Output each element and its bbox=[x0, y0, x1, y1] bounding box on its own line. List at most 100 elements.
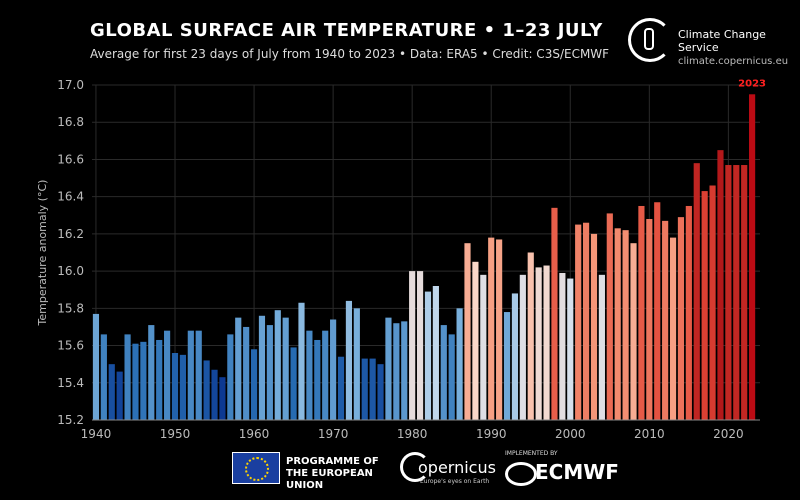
bar-1985 bbox=[448, 334, 455, 420]
brand-name: Climate Change Service bbox=[678, 28, 766, 54]
bar-1949 bbox=[164, 330, 171, 420]
bar-1988 bbox=[472, 261, 479, 420]
bar-2003 bbox=[590, 233, 598, 420]
bar-1946 bbox=[140, 341, 147, 420]
bar-1997 bbox=[543, 265, 550, 420]
bar-2005 bbox=[606, 213, 613, 420]
bar-1984 bbox=[440, 325, 447, 420]
bar-2006 bbox=[614, 228, 621, 420]
chart-subtitle: Average for first 23 days of July from 1… bbox=[90, 47, 610, 61]
bar-1973 bbox=[353, 308, 360, 420]
bar-2020 bbox=[725, 165, 732, 420]
y-tick-label: 16.4 bbox=[57, 190, 84, 204]
bar-1987 bbox=[464, 243, 471, 420]
bar-1941 bbox=[100, 334, 107, 420]
bar-1944 bbox=[124, 334, 131, 420]
implemented-by-text: IMPLEMENTED BY bbox=[505, 450, 558, 457]
copernicus-name: opernicus bbox=[418, 458, 496, 477]
y-tick-label: 16.8 bbox=[57, 115, 84, 129]
bar-1954 bbox=[203, 360, 210, 420]
bar-1942 bbox=[108, 364, 115, 420]
x-tick-label: 1970 bbox=[318, 427, 349, 440]
bar-1970 bbox=[330, 319, 337, 420]
bar-2001 bbox=[575, 224, 582, 420]
y-axis-label: Temperature anomaly (°C) bbox=[36, 180, 49, 327]
bar-2021 bbox=[733, 165, 740, 420]
x-tick-label: 2020 bbox=[713, 427, 744, 440]
y-tick-label: 15.4 bbox=[57, 376, 84, 390]
highlight-label: 2023 bbox=[738, 78, 766, 89]
brand-url: climate.copernicus.eu bbox=[678, 56, 789, 67]
bar-1943 bbox=[116, 371, 123, 420]
bar-2007 bbox=[622, 230, 629, 420]
bar-1971 bbox=[337, 356, 345, 420]
x-tick-label: 1940 bbox=[81, 427, 112, 440]
eu-programme-text: PROGRAMME OF THE EUROPEAN UNION bbox=[286, 456, 379, 491]
y-tick-label: 15.6 bbox=[57, 339, 84, 353]
bar-chart: 15.2 15.4 15.6 15.8 16.0 16.2 16.4 16.6 16.8 17.0… bbox=[36, 78, 766, 440]
logo-circle-icon bbox=[628, 18, 672, 62]
bar-2016 bbox=[693, 163, 700, 420]
bar-2011 bbox=[654, 202, 661, 420]
bar-2008 bbox=[630, 243, 637, 420]
bar-1993 bbox=[511, 293, 519, 420]
ecmwf-mark-icon bbox=[505, 462, 537, 486]
bar-2017 bbox=[701, 191, 708, 420]
bar-2018 bbox=[709, 185, 716, 420]
y-tick-label: 17.0 bbox=[57, 78, 84, 92]
bar-2012 bbox=[662, 220, 669, 420]
bar-1950 bbox=[171, 353, 179, 420]
bar-2002 bbox=[582, 222, 590, 420]
bar-1969 bbox=[322, 330, 329, 420]
bar-1962 bbox=[266, 325, 273, 420]
bar-1975 bbox=[369, 358, 376, 420]
bar-1963 bbox=[274, 310, 281, 420]
bar-1953 bbox=[195, 330, 202, 420]
y-tick-label: 15.8 bbox=[57, 301, 84, 315]
bar-2013 bbox=[669, 237, 677, 420]
thermometer-icon bbox=[644, 28, 654, 50]
bar-1972 bbox=[345, 300, 353, 420]
bar-2014 bbox=[677, 217, 685, 420]
bar-1996 bbox=[535, 267, 542, 420]
bar-1951 bbox=[179, 354, 186, 420]
bar-1989 bbox=[480, 274, 487, 420]
bar-1986 bbox=[456, 308, 463, 420]
bar-1978 bbox=[393, 323, 400, 420]
bar-1992 bbox=[503, 312, 511, 420]
bar-2004 bbox=[598, 274, 605, 420]
y-tick-label: 16.0 bbox=[57, 264, 84, 278]
bar-1961 bbox=[258, 315, 266, 420]
footer-logos: PROGRAMME OF THE EUROPEAN UNION opernicu… bbox=[0, 440, 800, 500]
bar-2010 bbox=[646, 219, 653, 420]
bar-1948 bbox=[156, 339, 163, 420]
bar-1980 bbox=[409, 271, 416, 420]
bar-1958 bbox=[235, 317, 242, 420]
y-tick-label: 15.2 bbox=[57, 413, 84, 427]
x-tick-label: 2010 bbox=[634, 427, 665, 440]
bar-1994 bbox=[519, 274, 526, 420]
bar-2022 bbox=[741, 165, 748, 420]
bar-1945 bbox=[132, 343, 139, 420]
x-tick-label: 1980 bbox=[397, 427, 428, 440]
bar-1995 bbox=[527, 252, 534, 420]
ecmwf-logo: IMPLEMENTED BY ECMWF bbox=[505, 450, 625, 486]
x-tick-label: 2000 bbox=[555, 427, 586, 440]
x-tick-label: 1960 bbox=[239, 427, 270, 440]
bar-1982 bbox=[424, 291, 432, 420]
y-tick-label: 16.6 bbox=[57, 152, 84, 166]
bar-1983 bbox=[432, 286, 439, 420]
bar-1974 bbox=[361, 358, 368, 420]
bar-1998 bbox=[551, 207, 558, 420]
bar-2023 bbox=[749, 94, 756, 421]
eu-flag-icon bbox=[232, 452, 280, 484]
bar-2000 bbox=[567, 278, 574, 420]
bar-1940 bbox=[92, 313, 100, 420]
bar-1965 bbox=[290, 347, 297, 420]
bar-1959 bbox=[243, 326, 250, 420]
bar-1966 bbox=[298, 302, 305, 420]
copernicus-tagline: Europe's eyes on Earth bbox=[420, 478, 490, 485]
bar-1957 bbox=[227, 334, 234, 420]
bar-1956 bbox=[219, 377, 226, 420]
chart-title: GLOBAL SURFACE AIR TEMPERATURE • 1–23 JU… bbox=[90, 20, 603, 41]
